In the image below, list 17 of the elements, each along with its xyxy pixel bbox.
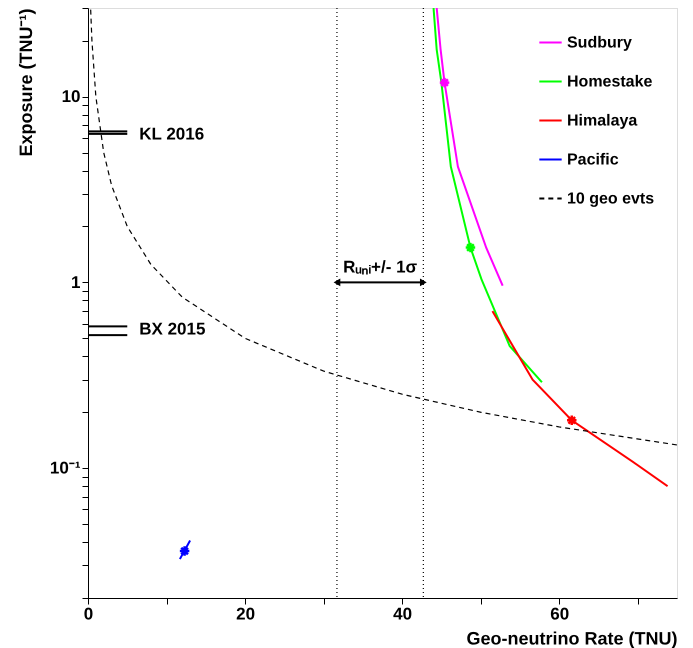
x-axis-title: Geo-neutrino Rate (TNU) (466, 628, 678, 648)
x-tick-label: 40 (393, 604, 412, 624)
x-tick-label: 60 (550, 604, 570, 624)
legend-label: Homestake (567, 74, 652, 90)
series-label: KL 2016 (139, 124, 204, 144)
x-tick-label: 0 (84, 604, 94, 624)
series-label: BX 2015 (139, 319, 206, 338)
legend-label: Pacific (567, 152, 619, 168)
y-tick-label: 10 (62, 87, 80, 106)
legend-label: Sudbury (567, 34, 632, 52)
legend-label: Himalaya (567, 112, 638, 130)
y-tick-label: 1 (71, 272, 80, 292)
legend-label: 10 geo evts (567, 190, 654, 208)
x-tick-label: 20 (236, 604, 256, 624)
y-axis-title: Exposure (TNU⁻¹) (16, 8, 36, 157)
series-label: Rᵤₙᵢ+/- 1σ (343, 257, 418, 276)
y-tick-label: 10⁻¹ (50, 458, 81, 478)
